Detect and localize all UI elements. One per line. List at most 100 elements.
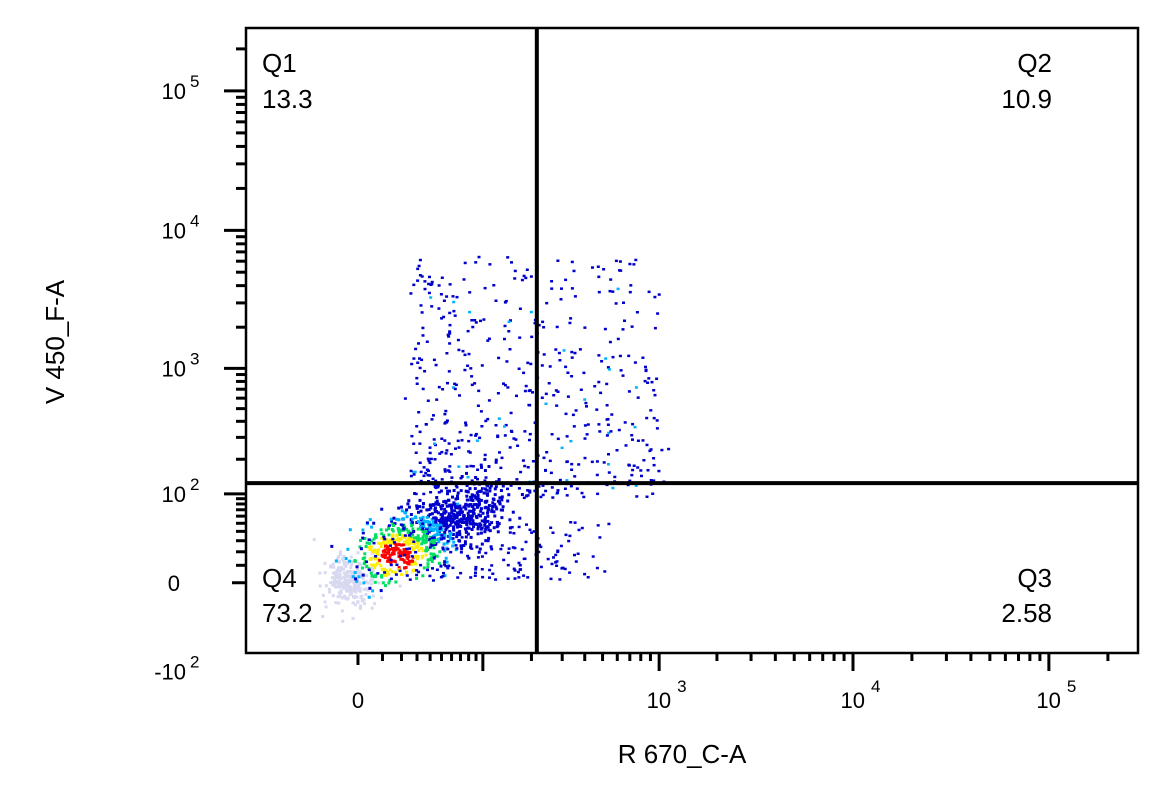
event-dot bbox=[428, 513, 432, 516]
event-dot bbox=[440, 450, 444, 454]
event-dots bbox=[312, 255, 671, 623]
event-dot bbox=[433, 543, 437, 546]
event-dot bbox=[342, 586, 346, 590]
event-dot bbox=[467, 526, 471, 530]
event-dot bbox=[405, 515, 409, 519]
event-dot bbox=[381, 581, 385, 585]
event-dot bbox=[650, 380, 654, 384]
event-dot bbox=[384, 553, 388, 557]
event-dot bbox=[372, 541, 376, 545]
event-dot bbox=[460, 475, 464, 478]
event-dot bbox=[579, 388, 583, 391]
event-dot bbox=[582, 495, 586, 499]
event-dot bbox=[342, 571, 346, 575]
x-tick-label: 10 5 bbox=[1036, 677, 1076, 713]
event-dot bbox=[585, 433, 589, 436]
event-dot bbox=[480, 519, 484, 523]
event-dot bbox=[338, 552, 342, 556]
event-dot bbox=[420, 518, 424, 522]
event-dot bbox=[389, 558, 393, 562]
event-dot bbox=[402, 527, 406, 530]
event-dot bbox=[433, 527, 437, 531]
event-dot bbox=[340, 596, 344, 600]
event-dot bbox=[457, 539, 461, 542]
event-dot bbox=[364, 593, 368, 596]
event-dot bbox=[380, 507, 384, 511]
event-dot bbox=[469, 545, 473, 549]
event-dot bbox=[332, 583, 336, 587]
event-dot bbox=[490, 521, 494, 525]
event-dot bbox=[496, 520, 499, 524]
event-dot bbox=[475, 545, 479, 549]
event-dot bbox=[453, 382, 457, 386]
event-dot bbox=[429, 540, 433, 544]
event-dot bbox=[361, 536, 365, 540]
event-dot bbox=[660, 448, 664, 452]
event-dot bbox=[464, 507, 468, 511]
event-dot bbox=[458, 530, 462, 534]
event-dot bbox=[383, 571, 387, 574]
event-dot bbox=[478, 502, 481, 506]
event-dot bbox=[413, 515, 417, 519]
event-dot bbox=[460, 517, 464, 521]
event-dot bbox=[448, 332, 452, 335]
event-dot bbox=[607, 453, 610, 456]
event-dot bbox=[522, 274, 526, 278]
event-dot bbox=[321, 615, 325, 618]
event-dot bbox=[466, 329, 470, 333]
event-dot bbox=[484, 527, 488, 531]
event-dot bbox=[438, 550, 442, 554]
event-dot bbox=[358, 563, 362, 567]
event-dot bbox=[518, 516, 522, 520]
event-dot bbox=[490, 547, 494, 551]
event-dot bbox=[403, 553, 406, 557]
event-dot bbox=[556, 491, 559, 495]
y-tick-label: 10 4 bbox=[162, 211, 200, 243]
svg-text:0: 0 bbox=[168, 571, 180, 596]
event-dot bbox=[384, 584, 387, 588]
event-dot bbox=[353, 583, 357, 587]
event-dot bbox=[569, 317, 573, 320]
event-dot bbox=[411, 521, 414, 524]
event-dot bbox=[445, 541, 449, 545]
event-dot bbox=[390, 552, 394, 556]
event-dot bbox=[413, 555, 417, 558]
event-dot bbox=[379, 545, 383, 548]
event-dot bbox=[548, 365, 552, 368]
event-dot bbox=[455, 525, 459, 529]
event-dot bbox=[540, 396, 544, 399]
event-dot bbox=[403, 535, 407, 539]
event-dot bbox=[373, 580, 377, 584]
event-dot bbox=[364, 545, 368, 548]
event-dot bbox=[458, 430, 462, 434]
svg-text:10: 10 bbox=[647, 688, 671, 713]
event-dot bbox=[345, 560, 349, 564]
event-dot bbox=[340, 557, 344, 561]
event-dot bbox=[518, 307, 522, 310]
event-dot bbox=[469, 535, 473, 539]
event-dot bbox=[333, 578, 337, 582]
event-dot bbox=[490, 564, 494, 567]
event-dot bbox=[427, 530, 431, 534]
event-dot bbox=[418, 537, 422, 541]
event-dot bbox=[474, 571, 477, 574]
event-dot bbox=[367, 538, 371, 542]
event-dot bbox=[455, 486, 459, 489]
event-dot bbox=[369, 578, 373, 582]
event-dot bbox=[372, 521, 376, 525]
event-dot bbox=[447, 370, 451, 373]
event-dot bbox=[345, 582, 349, 586]
event-dot bbox=[522, 574, 526, 577]
event-dot bbox=[499, 466, 503, 470]
event-dot bbox=[454, 544, 458, 547]
event-dot bbox=[454, 497, 458, 501]
event-dot bbox=[463, 368, 467, 372]
event-dot bbox=[358, 545, 362, 549]
event-dot bbox=[611, 290, 615, 293]
event-dot bbox=[605, 382, 609, 386]
event-dot bbox=[356, 551, 360, 555]
event-dot bbox=[554, 389, 558, 392]
event-dot bbox=[500, 516, 504, 520]
event-dot bbox=[545, 451, 549, 454]
event-dot bbox=[448, 330, 452, 333]
